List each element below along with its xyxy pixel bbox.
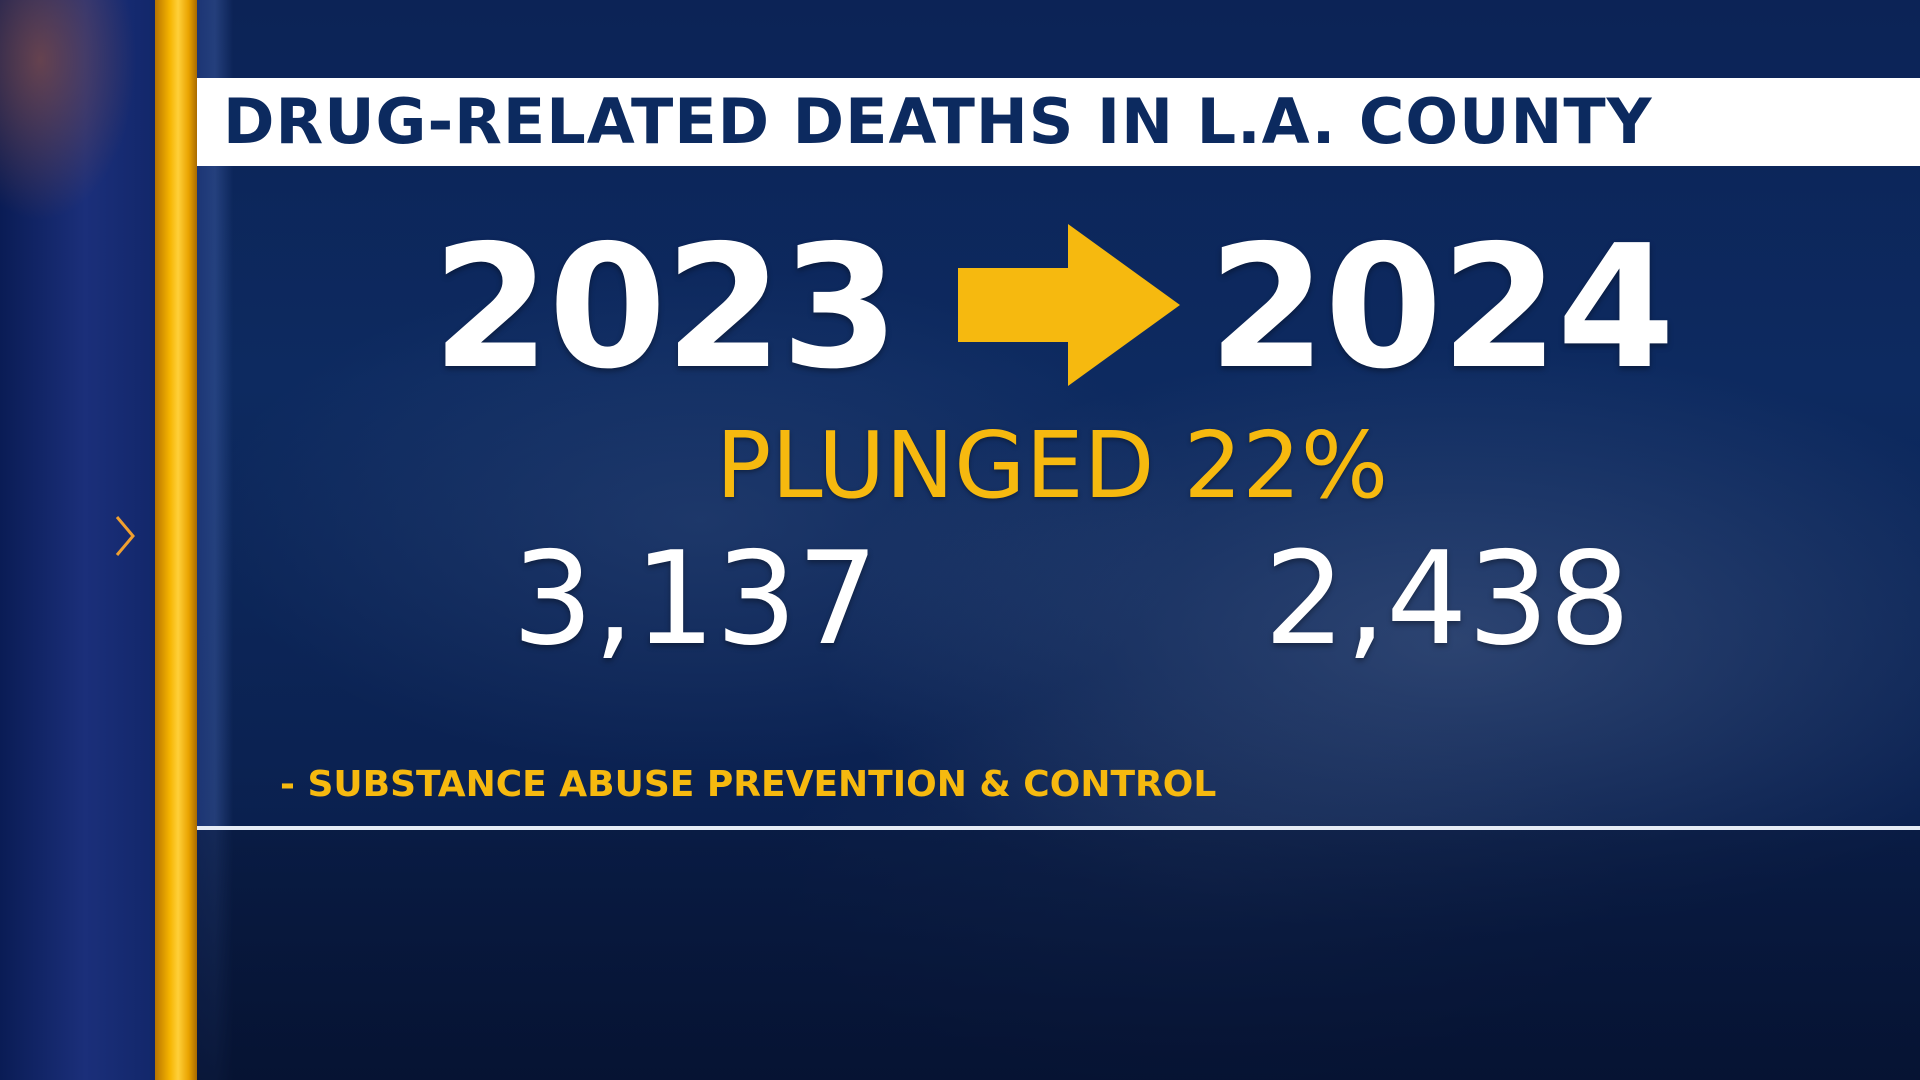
change-percent-text: PLUNGED 22% <box>715 412 1389 519</box>
year-from: 2023 <box>432 209 899 407</box>
left-panel-glow <box>0 0 155 300</box>
lower-background <box>197 830 1920 1080</box>
count-to: 2,438 <box>1264 525 1631 674</box>
graphic-title: DRUG-RELATED DEATHS IN L.A. COUNTY <box>223 85 1653 158</box>
chevron-right-icon <box>115 516 135 556</box>
source-credit: - SUBSTANCE ABUSE PREVENTION & CONTROL <box>280 764 1217 805</box>
count-from: 3,137 <box>512 525 879 674</box>
divider-line <box>197 826 1920 830</box>
title-banner: DRUG-RELATED DEATHS IN L.A. COUNTY <box>197 78 1920 166</box>
gold-vertical-bar <box>155 0 197 1080</box>
right-arrow-icon <box>958 224 1180 386</box>
year-to: 2024 <box>1208 209 1675 407</box>
